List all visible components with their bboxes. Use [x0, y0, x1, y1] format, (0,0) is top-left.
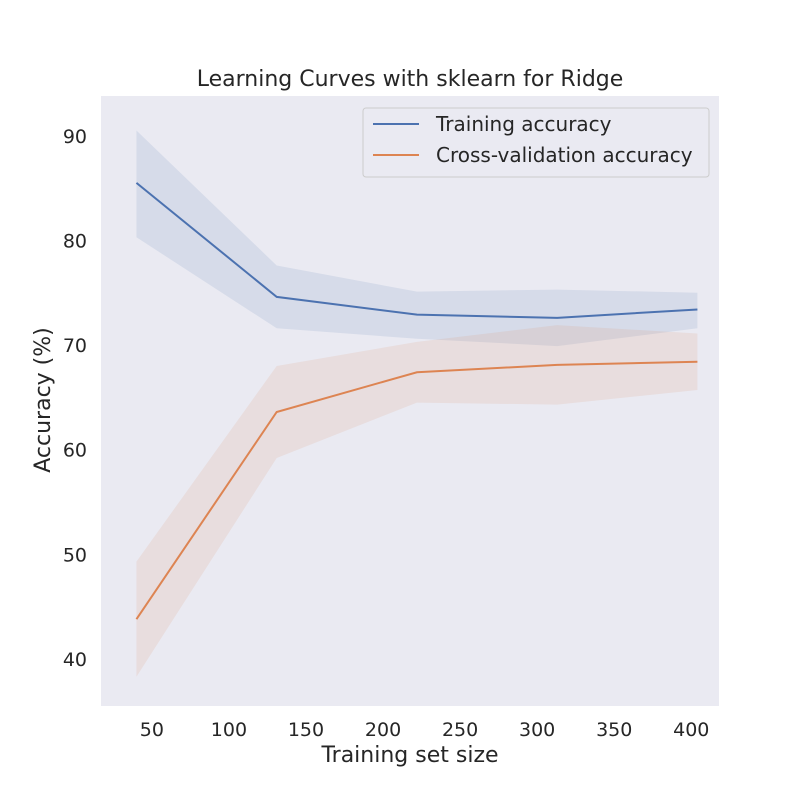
y-tick-label: 50 [63, 544, 87, 566]
x-axis-label: Training set size [320, 743, 498, 768]
y-tick-label: 80 [63, 230, 87, 252]
x-tick-label: 400 [673, 719, 709, 741]
x-tick-label: 350 [596, 719, 632, 741]
y-axis-label: Accuracy (%) [31, 327, 56, 473]
y-tick-label: 90 [63, 126, 87, 148]
x-tick-label: 100 [211, 719, 247, 741]
y-axis-ticks: 40 50 60 70 80 90 [63, 126, 87, 671]
series-lines [135, 182, 698, 620]
x-tick-label: 200 [365, 719, 401, 741]
x-axis-ticks: 50 100 150 200 250 300 350 400 [140, 719, 710, 741]
plot-background [101, 96, 719, 706]
y-tick-label: 40 [63, 649, 87, 671]
line-training [135, 182, 698, 319]
x-tick-label: 300 [519, 719, 555, 741]
x-tick-label: 50 [140, 719, 164, 741]
legend-label-training: Training accuracy [435, 112, 612, 136]
y-tick-label: 60 [63, 440, 87, 462]
line-cross-validation [135, 360, 698, 620]
legend-label-cross-validation: Cross-validation accuracy [436, 143, 693, 167]
y-tick-label: 70 [63, 335, 87, 357]
x-tick-label: 150 [288, 719, 324, 741]
x-tick-label: 250 [442, 719, 478, 741]
band-training [136, 130, 698, 347]
chart-title: Learning Curves with sklearn for Ridge [197, 67, 624, 92]
legend: Training accuracy Cross-validation accur… [362, 107, 710, 178]
legend-box [362, 107, 710, 178]
